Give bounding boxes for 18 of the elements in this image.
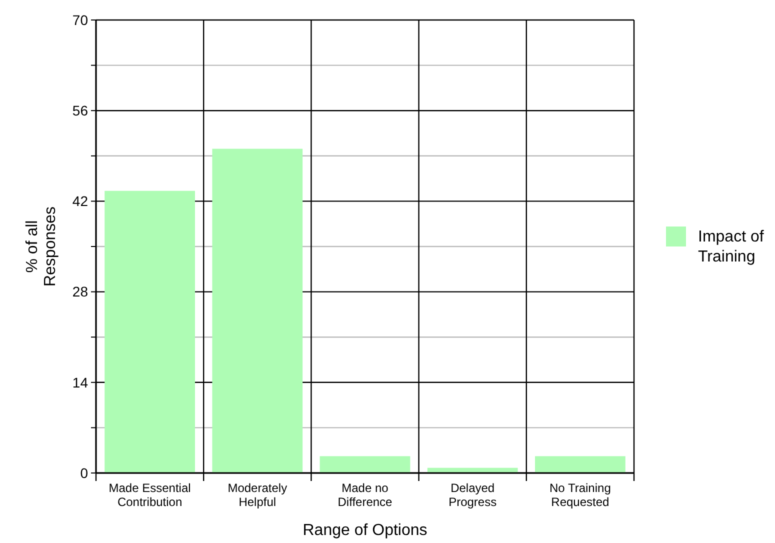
bar [320, 456, 410, 473]
x-tick-label: Made no Difference [338, 481, 393, 509]
x-tick-label: Made Essential Contribution [108, 481, 191, 509]
y-tick-label: 28 [72, 284, 88, 300]
y-axis-title: % of all Responses [24, 206, 59, 287]
x-tick-label: No Training Requested [550, 481, 611, 509]
y-tick-label: 42 [72, 193, 88, 210]
bar [535, 456, 626, 473]
y-tick-label: 14 [72, 374, 88, 390]
y-tick-label: 56 [72, 102, 88, 118]
legend-label: Impact of Training [698, 228, 764, 266]
bar [212, 148, 303, 473]
y-tick-label: 70 [72, 12, 88, 28]
x-tick-label: Delayed Progress [448, 481, 497, 509]
bar [104, 190, 195, 473]
x-axis-title: Range of Options [302, 522, 428, 539]
x-tick-label: Moderately Helpful [228, 481, 288, 509]
y-tick-label: 0 [80, 464, 88, 481]
